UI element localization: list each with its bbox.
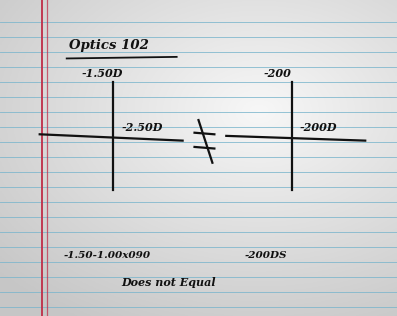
Text: -1.50-1.00x090: -1.50-1.00x090 bbox=[64, 251, 150, 259]
Text: -200D: -200D bbox=[300, 122, 337, 133]
Text: Optics 102: Optics 102 bbox=[69, 39, 149, 52]
Text: -200DS: -200DS bbox=[244, 251, 287, 259]
Text: -200: -200 bbox=[264, 69, 292, 79]
Text: Does not Equal: Does not Equal bbox=[121, 277, 216, 288]
Text: -1.50D: -1.50D bbox=[81, 69, 123, 79]
Text: -2.50D: -2.50D bbox=[121, 122, 162, 133]
